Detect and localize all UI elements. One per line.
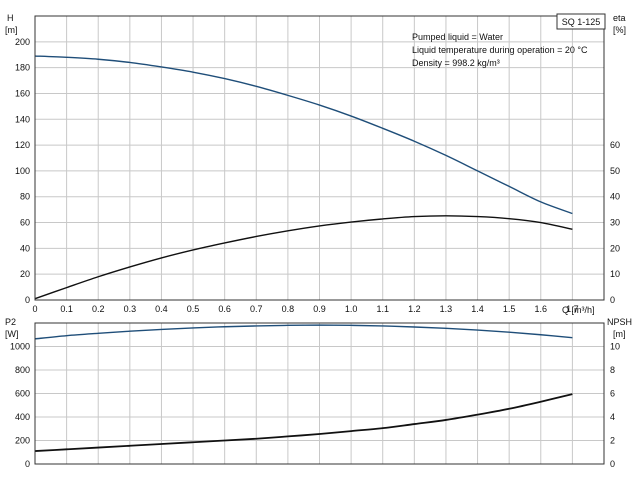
bottom-left-tick-label: 1000 <box>10 342 30 352</box>
grid <box>35 15 604 464</box>
x-tick-label: 1.1 <box>376 304 389 314</box>
top-left-axis-label: H <box>7 13 14 23</box>
x-tick-label: 1.3 <box>440 304 453 314</box>
x-tick-label: 0.5 <box>187 304 200 314</box>
top-right-tick-label: 20 <box>610 243 620 253</box>
x-tick-label: 0.8 <box>282 304 295 314</box>
bottom-curve-blue <box>34 324 573 340</box>
top-left-tick-label: 200 <box>15 37 30 47</box>
info-density: Density = 998.2 kg/m³ <box>412 58 500 68</box>
top-right-tick-label: 30 <box>610 218 620 228</box>
x-tick-label: 0.2 <box>92 304 105 314</box>
x-axis-label: Q [m³/h] <box>562 305 595 315</box>
bottom-right-tick-label: 8 <box>610 365 615 375</box>
top-right-tick-label: 0 <box>610 295 615 305</box>
bottom-left-tick-label: 800 <box>15 365 30 375</box>
x-tick-label: 0.1 <box>60 304 73 314</box>
bottom-left-tick-label: 0 <box>25 459 30 469</box>
top-left-tick-label: 60 <box>20 218 30 228</box>
top-left-tick-label: 100 <box>15 166 30 176</box>
top-right-axis-unit: [%] <box>613 25 626 35</box>
bottom-right-tick-label: 10 <box>610 342 620 352</box>
top-right-tick-label: 40 <box>610 192 620 202</box>
info-liquid-temperature: Liquid temperature during operation = 20… <box>412 45 588 55</box>
curves <box>34 55 573 452</box>
x-tick-label: 1.2 <box>408 304 421 314</box>
top-left-tick-label: 180 <box>15 63 30 73</box>
x-tick-label: 0.7 <box>250 304 263 314</box>
top-left-tick-label: 80 <box>20 192 30 202</box>
top-right-tick-label: 10 <box>610 269 620 279</box>
top-left-tick-label: 40 <box>20 243 30 253</box>
top-right-axis-label: eta <box>613 13 626 23</box>
top-right-tick-label: 50 <box>610 166 620 176</box>
top-left-tick-label: 120 <box>15 140 30 150</box>
x-tick-label: 1.7 <box>566 304 579 314</box>
x-tick-label: 0 <box>32 304 37 314</box>
top-curve-blue <box>34 55 573 215</box>
top-left-axis-unit: [m] <box>5 25 18 35</box>
top-left-tick-label: 20 <box>20 269 30 279</box>
bottom-curve-black <box>34 393 573 452</box>
x-tick-label: 0.9 <box>313 304 326 314</box>
model-label-box <box>556 13 606 30</box>
bottom-left-axis-unit: [W] <box>5 329 19 339</box>
bottom-left-axis-label: P2 <box>5 317 16 327</box>
x-tick-label: 0.6 <box>218 304 231 314</box>
bottom-left-tick-label: 600 <box>15 389 30 399</box>
frames <box>34 15 605 465</box>
bottom-right-tick-label: 6 <box>610 389 615 399</box>
bottom-right-tick-label: 4 <box>610 412 615 422</box>
top-left-tick-label: 0 <box>25 295 30 305</box>
x-tick-label: 1.6 <box>535 304 548 314</box>
bottom-left-tick-label: 400 <box>15 412 30 422</box>
x-tick-label: 0.3 <box>124 304 137 314</box>
model-label: SQ 1-125 <box>562 17 601 27</box>
top-left-tick-label: 160 <box>15 88 30 98</box>
top-left-tick-label: 140 <box>15 114 30 124</box>
x-tick-label: 0.4 <box>155 304 168 314</box>
x-tick-label: 1.5 <box>503 304 516 314</box>
bottom-right-tick-label: 0 <box>610 459 615 469</box>
top-right-tick-label: 60 <box>610 140 620 150</box>
tick-labels: 0204060801001201401601802000102030405060… <box>10 37 620 469</box>
x-tick-label: 1.4 <box>471 304 484 314</box>
info-pumped-liquid: Pumped liquid = Water <box>412 32 503 42</box>
bottom-left-tick-label: 200 <box>15 436 30 446</box>
top-curve-black <box>34 215 573 300</box>
top-plot-frame <box>34 15 605 301</box>
bottom-right-tick-label: 2 <box>610 436 615 446</box>
x-tick-label: 1.0 <box>345 304 358 314</box>
bottom-plot-frame <box>34 322 605 465</box>
bottom-right-axis-label: NPSH <box>607 317 632 327</box>
bottom-right-axis-unit: [m] <box>613 329 626 339</box>
